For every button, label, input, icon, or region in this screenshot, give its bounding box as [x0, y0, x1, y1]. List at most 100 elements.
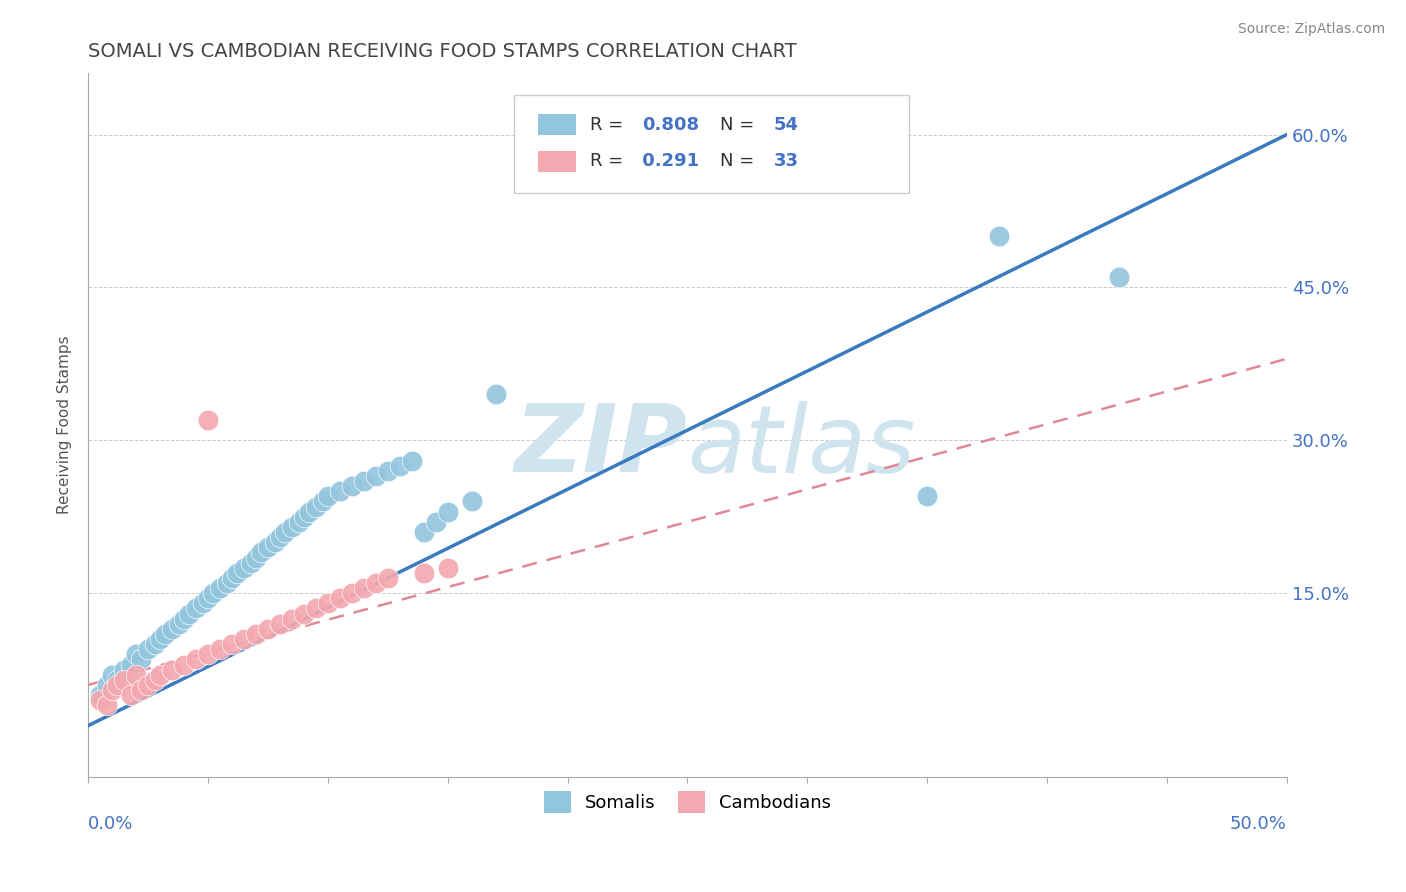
Cambodians	[305, 601, 328, 615]
Somalis	[112, 663, 135, 677]
Cambodians	[364, 576, 387, 591]
Text: atlas: atlas	[688, 401, 915, 491]
Somalis	[101, 667, 124, 681]
Somalis	[340, 479, 363, 493]
Somalis	[485, 387, 508, 401]
Cambodians	[221, 637, 243, 651]
Somalis	[915, 489, 938, 503]
Cambodians	[269, 616, 291, 631]
Cambodians	[160, 663, 183, 677]
Somalis	[167, 616, 190, 631]
Somalis	[401, 453, 423, 467]
Somalis	[412, 524, 434, 539]
Somalis	[388, 458, 411, 473]
Cambodians	[436, 560, 458, 574]
FancyBboxPatch shape	[537, 114, 576, 136]
Cambodians	[412, 566, 434, 580]
Cambodians	[340, 586, 363, 600]
Somalis	[221, 571, 243, 585]
Somalis	[208, 581, 231, 595]
Somalis	[288, 515, 311, 529]
Cambodians	[233, 632, 256, 646]
FancyBboxPatch shape	[513, 95, 910, 193]
Text: 0.808: 0.808	[643, 116, 699, 134]
Text: N =: N =	[720, 153, 759, 170]
Somalis	[201, 586, 224, 600]
Somalis	[136, 642, 159, 657]
Cambodians	[208, 642, 231, 657]
Cambodians	[329, 591, 352, 606]
Somalis	[160, 622, 183, 636]
Text: 0.291: 0.291	[636, 153, 699, 170]
Text: 50.0%: 50.0%	[1230, 815, 1286, 833]
Somalis	[143, 637, 166, 651]
Somalis	[233, 560, 256, 574]
Somalis	[377, 464, 399, 478]
Cambodians	[197, 648, 219, 662]
Text: 33: 33	[773, 153, 799, 170]
Somalis	[149, 632, 172, 646]
Somalis	[269, 530, 291, 544]
Cambodians	[292, 607, 315, 621]
Somalis	[292, 509, 315, 524]
Somalis	[249, 545, 271, 559]
Cambodians	[316, 596, 339, 610]
Cambodians	[129, 683, 152, 698]
Somalis	[173, 612, 195, 626]
Cambodians	[101, 683, 124, 698]
FancyBboxPatch shape	[537, 151, 576, 172]
Somalis	[305, 500, 328, 514]
Text: 0.0%: 0.0%	[89, 815, 134, 833]
Cambodians	[149, 667, 172, 681]
Cambodians	[96, 698, 118, 713]
Somalis	[316, 489, 339, 503]
Cambodians	[136, 678, 159, 692]
Somalis	[364, 469, 387, 483]
Somalis	[105, 673, 128, 687]
Somalis	[217, 576, 239, 591]
Cambodians	[173, 657, 195, 672]
Somalis	[197, 591, 219, 606]
Somalis	[1108, 270, 1130, 285]
Y-axis label: Receiving Food Stamps: Receiving Food Stamps	[58, 335, 72, 515]
Text: R =: R =	[591, 153, 630, 170]
Text: N =: N =	[720, 116, 759, 134]
Cambodians	[353, 581, 375, 595]
Somalis	[298, 505, 321, 519]
Somalis	[264, 535, 287, 549]
Somalis	[312, 494, 335, 508]
Somalis	[988, 229, 1011, 244]
Somalis	[177, 607, 200, 621]
Somalis	[225, 566, 247, 580]
Somalis	[120, 657, 142, 672]
Somalis	[274, 524, 297, 539]
Cambodians	[281, 612, 304, 626]
Text: R =: R =	[591, 116, 630, 134]
Cambodians	[184, 652, 207, 666]
Cambodians	[197, 413, 219, 427]
Somalis	[153, 627, 176, 641]
Cambodians	[112, 673, 135, 687]
Somalis	[129, 652, 152, 666]
Text: Source: ZipAtlas.com: Source: ZipAtlas.com	[1237, 22, 1385, 37]
Cambodians	[257, 622, 280, 636]
Cambodians	[125, 667, 148, 681]
Legend: Somalis, Cambodians: Somalis, Cambodians	[537, 784, 838, 821]
Cambodians	[89, 693, 111, 707]
Cambodians	[143, 673, 166, 687]
Somalis	[240, 556, 263, 570]
Somalis	[125, 648, 148, 662]
Text: ZIP: ZIP	[515, 401, 688, 492]
Cambodians	[377, 571, 399, 585]
Cambodians	[245, 627, 267, 641]
Somalis	[257, 541, 280, 555]
Cambodians	[105, 678, 128, 692]
Somalis	[281, 520, 304, 534]
Somalis	[184, 601, 207, 615]
Somalis	[245, 550, 267, 565]
Somalis	[89, 688, 111, 702]
Somalis	[425, 515, 447, 529]
Cambodians	[120, 688, 142, 702]
Somalis	[353, 474, 375, 488]
Somalis	[329, 484, 352, 499]
